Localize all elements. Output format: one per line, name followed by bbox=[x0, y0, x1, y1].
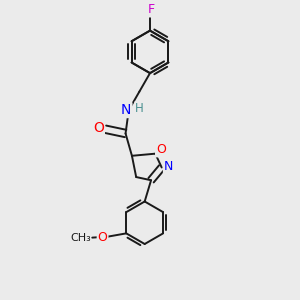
Text: N: N bbox=[164, 160, 173, 173]
Text: O: O bbox=[156, 143, 166, 156]
Text: H: H bbox=[135, 102, 144, 115]
Text: N: N bbox=[121, 103, 131, 117]
Text: O: O bbox=[98, 231, 107, 244]
Text: F: F bbox=[148, 4, 155, 16]
Text: O: O bbox=[93, 121, 104, 135]
Text: CH₃: CH₃ bbox=[70, 233, 91, 243]
